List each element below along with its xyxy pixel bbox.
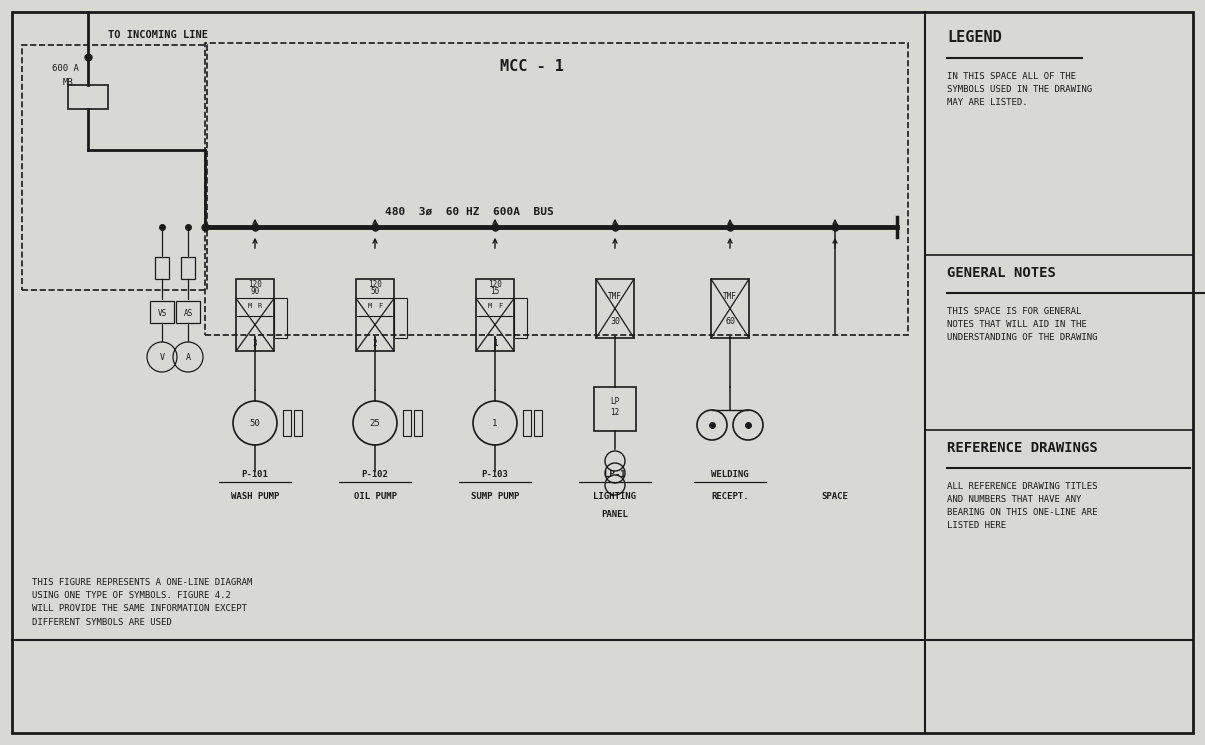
Text: P-102: P-102 — [362, 470, 388, 479]
Text: THIS FIGURE REPRESENTS A ONE-LINE DIAGRAM
USING ONE TYPE OF SYMBOLS. FIGURE 4.2
: THIS FIGURE REPRESENTS A ONE-LINE DIAGRA… — [33, 578, 252, 627]
Text: 120: 120 — [248, 280, 261, 289]
Bar — [596, 279, 634, 338]
Text: F: F — [378, 302, 382, 308]
Text: WELDING: WELDING — [711, 470, 748, 479]
Text: LP-1: LP-1 — [604, 470, 625, 479]
Text: R: R — [258, 302, 263, 308]
Text: 90: 90 — [251, 288, 259, 297]
Bar — [294, 410, 302, 436]
Text: M: M — [488, 302, 492, 308]
Text: 120: 120 — [488, 280, 502, 289]
Text: 15: 15 — [490, 288, 500, 297]
Bar — [534, 410, 542, 436]
Bar — [67, 85, 108, 109]
Text: F: F — [498, 302, 502, 308]
Text: MCC - 1: MCC - 1 — [500, 59, 564, 74]
Text: A: A — [186, 352, 190, 361]
Text: MB: MB — [63, 78, 74, 87]
Text: LP
12: LP 12 — [611, 397, 619, 416]
Bar — [181, 257, 195, 279]
Bar — [236, 279, 274, 351]
Text: GENERAL NOTES: GENERAL NOTES — [947, 266, 1056, 280]
Text: 3: 3 — [253, 338, 258, 348]
Text: SUMP PUMP: SUMP PUMP — [471, 492, 519, 501]
Text: THIS SPACE IS FOR GENERAL
NOTES THAT WILL AID IN THE
UNDERSTANDING OF THE DRAWIN: THIS SPACE IS FOR GENERAL NOTES THAT WIL… — [947, 307, 1098, 342]
Bar — [394, 299, 407, 338]
Text: M: M — [368, 302, 372, 308]
Text: 600 A: 600 A — [52, 64, 78, 73]
Text: 1: 1 — [493, 338, 498, 348]
Bar — [476, 279, 515, 351]
Bar — [22, 45, 207, 290]
Text: P-103: P-103 — [482, 470, 509, 479]
Text: 120: 120 — [368, 280, 382, 289]
Text: SPACE: SPACE — [822, 492, 848, 501]
Text: 50: 50 — [249, 419, 260, 428]
Text: 2: 2 — [372, 338, 377, 348]
Text: PANEL: PANEL — [601, 510, 629, 519]
Text: LEGEND: LEGEND — [947, 30, 1001, 45]
Text: RECEPT.: RECEPT. — [711, 492, 748, 501]
Text: ALL REFERENCE DRAWING TITLES
AND NUMBERS THAT HAVE ANY
BEARING ON THIS ONE-LINE : ALL REFERENCE DRAWING TITLES AND NUMBERS… — [947, 482, 1098, 530]
Text: 480  3ø  60 HZ  600A  BUS: 480 3ø 60 HZ 600A BUS — [386, 207, 554, 217]
Text: 50: 50 — [370, 288, 380, 297]
Bar — [155, 257, 169, 279]
Text: V: V — [159, 352, 165, 361]
Text: 60: 60 — [725, 317, 735, 326]
Bar — [594, 387, 636, 431]
Bar — [711, 279, 750, 338]
Text: LIGHTING: LIGHTING — [594, 492, 636, 501]
Text: OIL PUMP: OIL PUMP — [353, 492, 396, 501]
Text: 1: 1 — [493, 419, 498, 428]
Text: 30: 30 — [610, 317, 621, 326]
Bar — [523, 410, 531, 436]
Bar — [205, 43, 909, 335]
Text: 25: 25 — [370, 419, 381, 428]
Text: TMF: TMF — [723, 292, 737, 301]
Bar — [402, 410, 411, 436]
Text: TO INCOMING LINE: TO INCOMING LINE — [108, 30, 208, 40]
Bar — [415, 410, 422, 436]
Text: IN THIS SPACE ALL OF THE
SYMBOLS USED IN THE DRAWING
MAY ARE LISTED.: IN THIS SPACE ALL OF THE SYMBOLS USED IN… — [947, 72, 1092, 107]
Bar — [149, 301, 174, 323]
Text: TMF: TMF — [609, 292, 622, 301]
Bar — [274, 299, 287, 338]
Bar — [515, 299, 527, 338]
Text: AS: AS — [183, 308, 193, 317]
Bar — [355, 279, 394, 351]
Text: VS: VS — [158, 308, 166, 317]
Text: REFERENCE DRAWINGS: REFERENCE DRAWINGS — [947, 441, 1098, 455]
Text: WASH PUMP: WASH PUMP — [231, 492, 280, 501]
Text: P-101: P-101 — [241, 470, 269, 479]
Bar — [176, 301, 200, 323]
Text: M: M — [248, 302, 252, 308]
Bar — [283, 410, 290, 436]
